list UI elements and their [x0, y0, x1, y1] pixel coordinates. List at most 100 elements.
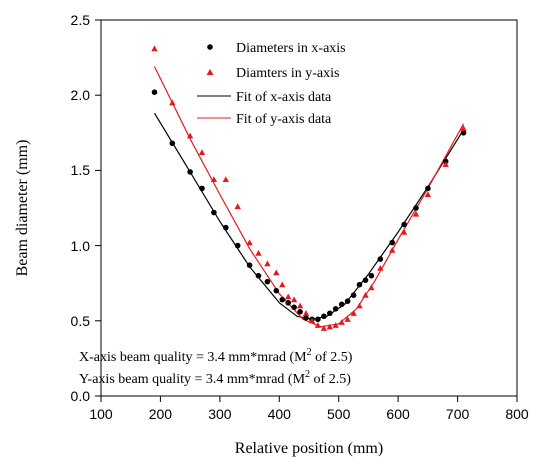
data-point-series-0: [401, 221, 407, 228]
data-point-series-1: [234, 203, 241, 210]
data-point-series-0: [350, 292, 357, 299]
data-point-series-0: [389, 239, 396, 246]
data-point-series-1: [442, 161, 449, 167]
data-point-series-1: [198, 149, 206, 155]
data-point-series-0: [362, 277, 369, 284]
data-point-series-0: [377, 256, 384, 262]
data-point-series-0: [223, 224, 229, 231]
plot-area: [100, 19, 518, 397]
y-axis: 0.0 0.5 1.0 1.5 2.0 2.5: [71, 12, 101, 404]
y-tick-label: 0.5: [71, 313, 91, 329]
x-tick-label: 100: [89, 406, 113, 422]
data-point-series-1: [320, 325, 328, 331]
x-tick-label: 200: [149, 406, 173, 422]
data-point-series-0: [356, 281, 363, 288]
data-point-series-1: [302, 310, 310, 316]
data-point-series-0: [460, 130, 467, 136]
x-tick-label: 400: [268, 406, 292, 422]
data-point-series-1: [389, 246, 396, 253]
data-point-series-1: [296, 302, 304, 309]
data-point-series-1: [246, 239, 253, 246]
x-beam-quality-note: X-axis beam quality = 3.4 mm*mrad (M2 of…: [79, 347, 353, 365]
x-quality-prefix: X-axis beam quality = 3.4 mm*mrad (M: [79, 350, 307, 365]
data-point-series-1: [169, 99, 176, 106]
data-point-series-0: [264, 278, 271, 285]
data-point-series-0: [169, 140, 176, 147]
data-point-series-1: [151, 45, 158, 52]
fit-lines: [153, 66, 465, 328]
data-point-series-1: [264, 260, 271, 267]
data-point-series-1: [412, 210, 420, 217]
x-tick-label: 600: [386, 406, 410, 422]
data-point-series-1: [350, 310, 357, 316]
data-point-series-0: [315, 316, 321, 323]
y-axis-title: Beam diameter (mm): [14, 140, 31, 277]
data-point-series-1: [308, 317, 316, 324]
x-tick-label: 700: [446, 406, 470, 422]
data-point-series-1: [222, 176, 229, 182]
data-point-series-1: [368, 284, 375, 291]
data-point-series-0: [246, 262, 253, 269]
x-tick-label: 800: [505, 406, 529, 422]
y-tick-label: 1.0: [71, 238, 91, 254]
data-point-series-1: [273, 269, 280, 276]
data-point-series-0: [255, 272, 262, 279]
data-point-series-1: [255, 249, 262, 256]
data-point-series-1: [377, 265, 384, 271]
data-point-series-0: [279, 296, 286, 303]
data-point-series-0: [199, 185, 205, 192]
data-point-series-0: [368, 272, 375, 279]
x-axis-title: Relative position (mm): [235, 440, 383, 457]
y-tick-label: 2.5: [71, 12, 91, 28]
legend-label: Fit of x-axis data: [236, 90, 332, 105]
x-tick-label: 300: [208, 406, 232, 422]
data-point-series-0: [234, 242, 241, 249]
x-quality-suffix: of 2.5): [312, 350, 353, 365]
data-point-series-1: [326, 323, 333, 330]
y-tick-label: 1.5: [71, 162, 91, 178]
legend: Diameters in x-axis Diamters in y-axis F…: [197, 41, 346, 127]
data-point-series-0: [291, 304, 297, 311]
data-point-series-0: [321, 313, 327, 320]
data-point-series-0: [211, 209, 217, 216]
fit-line-series-3: [153, 66, 465, 328]
data-point-series-1: [279, 281, 286, 288]
y-tick-label: 0.0: [71, 388, 91, 404]
data-point-series-1: [290, 296, 298, 303]
data-point-series-0: [273, 287, 280, 294]
y-beam-quality-note: Y-axis beam quality = 3.4 mm*mrad (M2 of…: [79, 369, 351, 387]
y-quality-prefix: Y-axis beam quality = 3.4 mm*mrad (M: [79, 372, 306, 387]
data-point-series-0: [187, 169, 193, 175]
data-point-series-1: [285, 293, 292, 300]
data-point-series-1: [344, 316, 351, 322]
data-points: [151, 45, 467, 331]
x-quality-superscript: 2: [307, 347, 312, 358]
legend-marker-x-points: [207, 44, 213, 50]
data-point-series-1: [210, 176, 218, 182]
legend-label: Fit of y-axis data: [236, 112, 332, 127]
data-point-series-0: [285, 300, 292, 306]
beam-quality-annotations: X-axis beam quality = 3.4 mm*mrad (M2 of…: [79, 347, 353, 387]
x-axis: 100 200 300 400 500 600 700 800: [89, 396, 529, 422]
data-point-series-0: [151, 89, 158, 95]
data-point-series-0: [413, 205, 419, 211]
data-point-series-0: [332, 306, 339, 312]
data-point-series-1: [338, 319, 345, 325]
legend-label: Diameters in x-axis: [236, 41, 346, 56]
data-point-series-1: [186, 132, 194, 139]
data-point-series-1: [400, 228, 408, 235]
data-point-series-1: [314, 322, 322, 328]
x-tick-label: 500: [327, 406, 351, 422]
data-point-series-0: [297, 309, 303, 315]
y-tick-label: 2.0: [71, 87, 91, 103]
data-point-series-1: [424, 191, 432, 198]
data-point-series-1: [362, 292, 369, 298]
data-point-series-1: [332, 322, 339, 328]
data-point-series-0: [338, 301, 345, 308]
data-point-series-0: [327, 310, 333, 317]
legend-label: Diamters in y-axis: [236, 66, 339, 81]
data-point-series-1: [356, 302, 363, 309]
y-quality-superscript: 2: [305, 369, 310, 380]
y-quality-suffix: of 2.5): [310, 372, 351, 387]
